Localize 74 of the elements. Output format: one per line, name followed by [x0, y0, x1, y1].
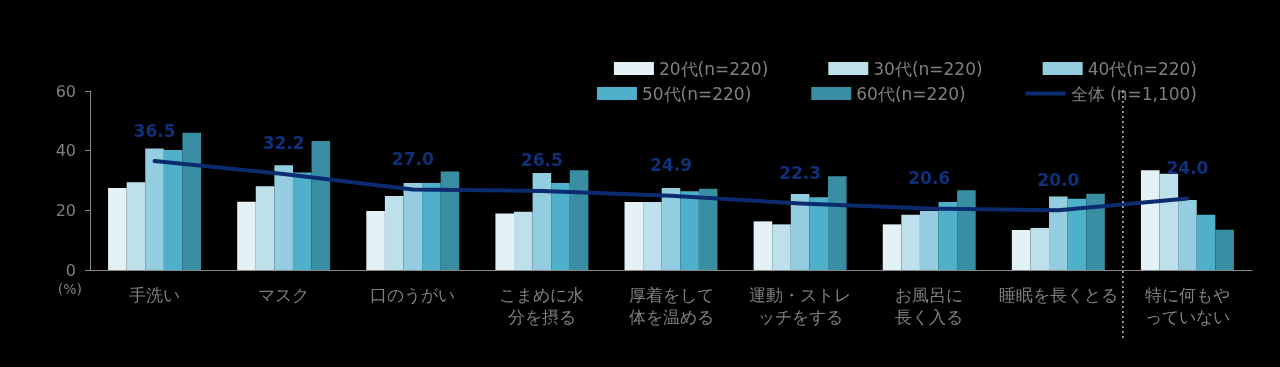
bar [403, 182, 423, 270]
bar [901, 214, 920, 270]
bar [1196, 214, 1216, 270]
bar [753, 221, 773, 270]
x-tick-label: マスク [258, 285, 310, 305]
bar [440, 171, 460, 270]
bar [1215, 229, 1234, 270]
bar [532, 173, 552, 270]
x-tick-label: 厚着をして体を温める [628, 285, 714, 327]
bar [1011, 230, 1031, 270]
bar [1159, 173, 1179, 270]
bar [1030, 227, 1050, 270]
legend-label: 20代(n=220) [658, 58, 769, 79]
bar [828, 176, 847, 270]
x-tick-label: こまめに水分を摂る [499, 285, 585, 327]
bar [495, 213, 514, 270]
bar [366, 210, 385, 270]
data-label: 20.0 [1037, 169, 1080, 190]
bar [1178, 199, 1197, 270]
bar [551, 182, 570, 270]
y-axis-title: (%) [57, 281, 82, 297]
y-tick-label: 60 [55, 81, 76, 101]
bar [680, 191, 699, 270]
data-label: 27.0 [391, 148, 434, 169]
bar [1086, 193, 1105, 270]
y-tick-label: 20 [55, 200, 76, 220]
data-label: 22.3 [779, 162, 822, 183]
bar [1049, 196, 1068, 270]
bar [514, 211, 533, 270]
bar [292, 172, 312, 270]
x-tick-label: 手洗い [129, 285, 181, 305]
data-label: 20.6 [908, 168, 951, 189]
legend-label: 50代(n=220) [641, 83, 752, 104]
x-tick-label: お風呂に長く入る [895, 285, 964, 327]
legend-label: 40代(n=220) [1087, 58, 1198, 79]
bar [957, 190, 976, 270]
bar [643, 201, 662, 270]
bar [237, 201, 256, 270]
y-tick-label: 0 [65, 260, 76, 280]
bar [163, 150, 183, 270]
bar [126, 182, 146, 270]
data-label: 32.2 [262, 133, 305, 154]
bar [698, 188, 718, 270]
x-tick-label: 運動・ストレッチをする [749, 285, 852, 327]
data-label: 24.0 [1166, 157, 1209, 178]
bar [919, 210, 939, 270]
bar [108, 187, 127, 270]
data-label: 36.5 [133, 120, 176, 141]
x-tick-label: 特に何もやっていない [1144, 285, 1230, 327]
bar [809, 197, 828, 270]
legend-label: 全体 (n=1,100) [1070, 83, 1197, 104]
bar [274, 165, 293, 270]
bar [182, 132, 202, 270]
bar [569, 170, 589, 270]
bar [1067, 198, 1087, 270]
bar [661, 187, 681, 270]
bar [1140, 170, 1160, 270]
y-tick-label: 40 [55, 141, 76, 161]
x-tick-label: 口のうがい [370, 285, 456, 305]
bar [790, 193, 810, 270]
data-label: 24.9 [650, 155, 692, 176]
bar [882, 224, 902, 270]
bar [422, 182, 441, 270]
legend-label: 60代(n=220) [856, 83, 966, 104]
bar [938, 201, 958, 270]
legend-label: 30代(n=220) [873, 58, 983, 79]
data-label: 26.5 [520, 150, 563, 171]
bar [384, 196, 404, 270]
bar [311, 141, 331, 270]
bar [255, 186, 275, 270]
bar [624, 201, 644, 270]
x-tick-label: 睡眠を長くとる [998, 285, 1118, 305]
bar [145, 148, 164, 270]
bar [772, 224, 791, 270]
